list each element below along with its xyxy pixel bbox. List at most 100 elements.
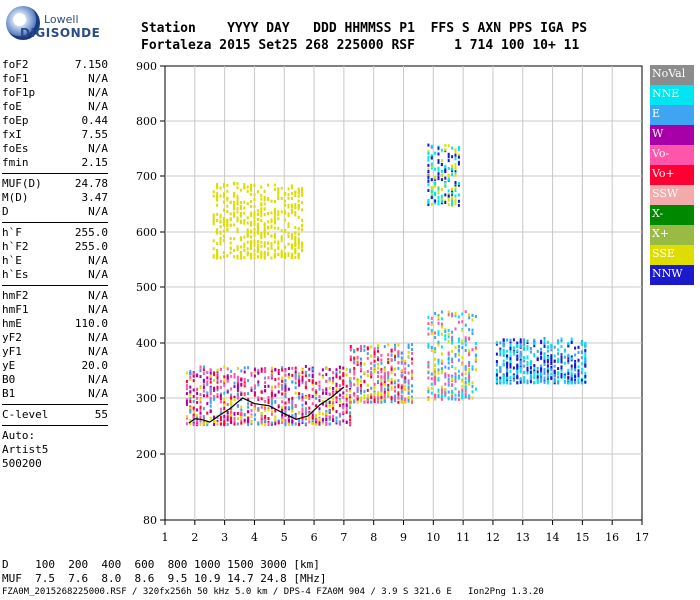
echo-point	[502, 348, 505, 352]
echo-point	[440, 194, 443, 198]
echo-point	[256, 190, 259, 194]
echo-point	[427, 170, 430, 173]
logo-line-1: Lowell	[44, 13, 79, 26]
param-divider	[2, 404, 108, 405]
echo-point	[468, 363, 471, 367]
echo-point	[308, 394, 311, 398]
echo-point	[206, 423, 209, 427]
echo-point	[427, 388, 430, 392]
echo-point	[509, 365, 512, 369]
echo-point	[311, 387, 314, 391]
echo-point	[263, 242, 266, 246]
echo-point	[284, 384, 287, 388]
echo-point	[553, 359, 556, 363]
echo-point	[349, 422, 352, 426]
echo-point	[437, 160, 440, 164]
echo-point	[209, 398, 212, 402]
echo-point	[250, 221, 253, 225]
echo-point	[457, 369, 460, 373]
echo-point	[434, 167, 437, 171]
echo-point	[370, 361, 373, 365]
echo-point	[363, 371, 366, 375]
echo-point	[353, 356, 356, 360]
echo-point	[394, 396, 396, 400]
echo-point	[427, 345, 430, 349]
echo-point	[297, 205, 300, 209]
echo-point	[563, 372, 566, 376]
echo-point	[567, 344, 570, 348]
echo-point	[287, 387, 290, 391]
param-row: fmin 2.15	[2, 156, 108, 170]
echo-point	[584, 371, 587, 375]
echo-point	[325, 418, 328, 421]
echo-point	[529, 366, 532, 370]
echo-point	[397, 393, 400, 397]
echo-point	[291, 406, 294, 410]
echo-point	[226, 189, 229, 193]
echo-point	[189, 422, 192, 426]
echo-point	[373, 364, 376, 368]
echo-point	[274, 409, 277, 413]
echo-point	[468, 313, 471, 317]
echo-point	[294, 226, 297, 230]
echo-point	[243, 211, 246, 215]
echo-point	[454, 312, 457, 316]
echo-point	[284, 209, 287, 213]
echo-point	[236, 412, 239, 415]
echo-point	[196, 408, 199, 412]
digisonde-logo: Lowell DIGISONDE	[6, 4, 126, 48]
echo-point	[434, 375, 437, 379]
echo-point	[540, 366, 543, 370]
echo-point	[468, 328, 471, 332]
echo-point	[557, 352, 560, 356]
echo-point	[294, 422, 297, 426]
echo-point	[297, 254, 300, 258]
echo-point	[246, 185, 249, 189]
echo-point	[264, 399, 267, 403]
echo-point	[451, 335, 454, 339]
echo-point	[580, 381, 583, 385]
echo-point	[523, 370, 526, 374]
echo-point	[437, 172, 440, 176]
echo-point	[345, 410, 348, 414]
echo-point	[468, 371, 471, 375]
echo-point	[253, 233, 256, 237]
echo-point	[474, 387, 477, 391]
echo-point	[407, 385, 410, 389]
echo-point	[216, 421, 219, 425]
echo-point	[509, 354, 512, 358]
echo-point	[250, 213, 253, 217]
echo-point	[397, 396, 400, 400]
echo-point	[512, 352, 515, 356]
echo-point	[461, 388, 464, 392]
echo-point	[219, 400, 222, 404]
echo-point	[523, 356, 526, 360]
echo-point	[335, 400, 338, 404]
echo-point	[451, 313, 454, 317]
echo-point	[233, 411, 236, 415]
echo-point	[447, 192, 450, 196]
param-label: yE	[2, 359, 16, 372]
echo-point	[281, 400, 284, 404]
echo-point	[264, 381, 267, 385]
echo-point	[430, 372, 433, 376]
param-label: fmin	[2, 156, 29, 169]
echo-point	[273, 212, 276, 216]
echo-point	[287, 367, 290, 370]
echo-point	[233, 398, 236, 401]
echo-point	[570, 371, 573, 375]
echo-point	[185, 384, 188, 387]
echo-point	[219, 368, 222, 371]
echo-point	[451, 357, 454, 361]
echo-point	[454, 163, 457, 166]
param-label: M(D)	[2, 191, 29, 204]
echo-point	[546, 349, 549, 353]
echo-point	[246, 221, 249, 225]
echo-point	[411, 397, 413, 401]
echo-point	[457, 182, 460, 185]
echo-point	[454, 171, 457, 175]
echo-point	[580, 350, 583, 354]
echo-point	[226, 224, 229, 227]
echo-point	[263, 253, 266, 257]
echo-point	[380, 368, 383, 372]
